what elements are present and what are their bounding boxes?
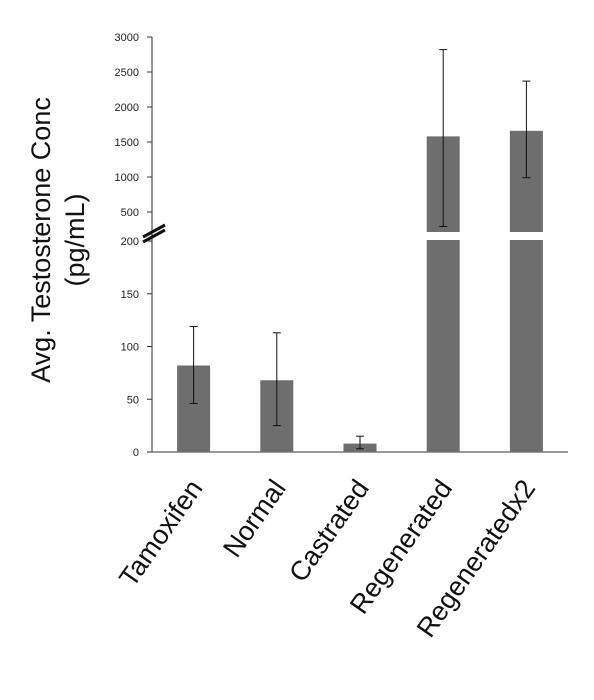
category-label: Castrated (283, 474, 375, 587)
category-labels: Tamoxifen NormalCastratedRegeneratedRegen… (113, 474, 541, 642)
y-tick-label: 500 (121, 207, 139, 219)
y-tick-label: 3000 (115, 32, 139, 44)
category-label: Normal (217, 474, 291, 562)
y-tick-label: 2500 (115, 67, 139, 79)
bars (177, 130, 543, 452)
y-axis-label: Avg. Testosterone Conc (26, 97, 56, 383)
y-tick-label: 2000 (115, 102, 139, 114)
axis-break-mark (142, 223, 166, 239)
y-axis-units: (pg/mL) (60, 193, 90, 286)
bar-regeneratedx2-lower (509, 240, 543, 452)
y-tick-label: 1000 (115, 172, 139, 184)
y-axis-label-group: Avg. Testosterone Conc (pg/mL) (26, 97, 90, 383)
y-tick-label: 50 (127, 394, 139, 406)
category-label: Tamoxifen (113, 474, 208, 592)
error-bars (189, 49, 531, 450)
axis-break-mark (142, 228, 166, 244)
y-tick-label: 0 (133, 447, 139, 459)
bar-regenerated-lower (426, 240, 460, 452)
y-tick-label: 1500 (115, 137, 139, 149)
y-tick-label: 100 (121, 342, 139, 354)
y-tick-label: 200 (121, 236, 139, 248)
y-tick-label: 150 (121, 289, 139, 301)
y-ticks: 0 50 100 150 200 500 1000 1500 2000 2500 3000 (115, 32, 152, 459)
